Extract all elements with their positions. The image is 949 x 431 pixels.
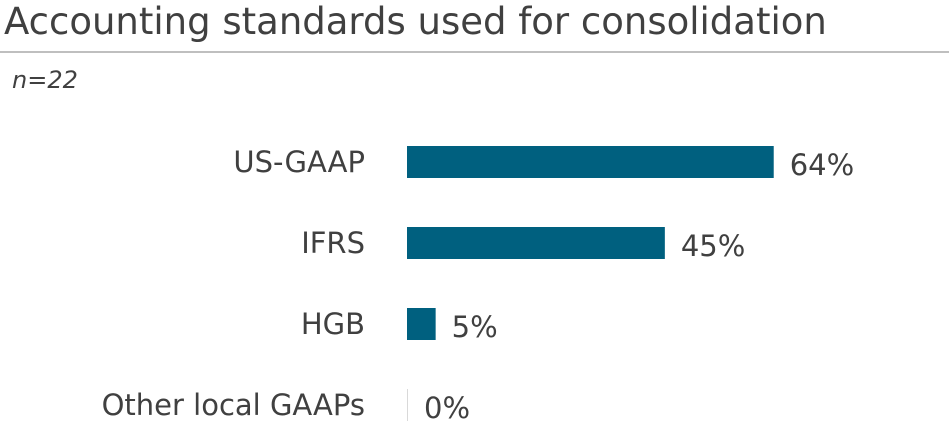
bar bbox=[407, 389, 408, 421]
value-label: 45% bbox=[681, 229, 745, 263]
value-label: 64% bbox=[790, 148, 854, 182]
chart-title: Accounting standards used for consolidat… bbox=[4, 0, 827, 43]
value-label: 0% bbox=[424, 391, 470, 425]
title-divider bbox=[0, 51, 949, 53]
bar bbox=[407, 227, 665, 259]
value-label: 5% bbox=[452, 310, 498, 344]
category-label: HGB bbox=[301, 307, 365, 341]
bar bbox=[407, 308, 436, 340]
category-label: Other local GAAPs bbox=[102, 388, 365, 422]
sample-size-note: n=22 bbox=[12, 66, 78, 94]
category-label: US-GAAP bbox=[233, 145, 365, 179]
bar bbox=[407, 146, 774, 178]
category-label: IFRS bbox=[301, 226, 365, 260]
